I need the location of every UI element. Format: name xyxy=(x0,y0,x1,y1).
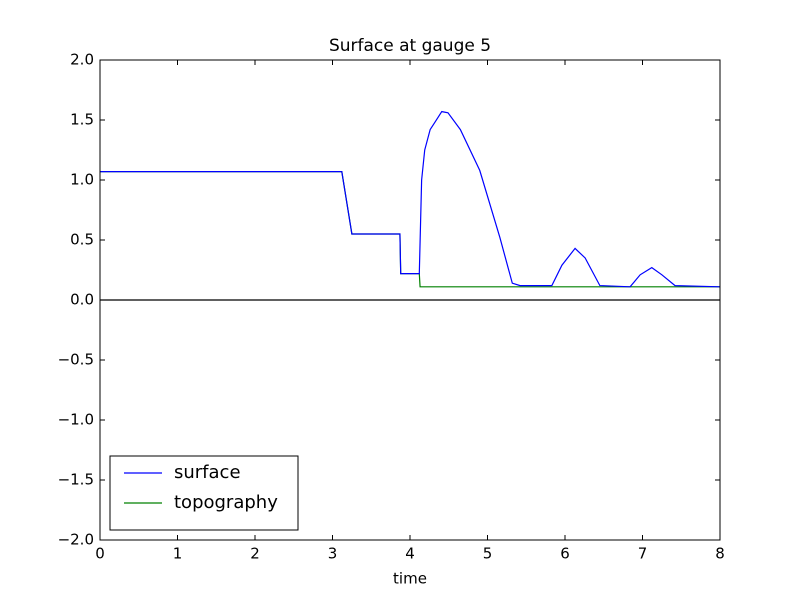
y-tick-label: 0.5 xyxy=(70,231,94,249)
series-line xyxy=(100,110,721,288)
y-tick-label: −0.5 xyxy=(58,351,94,369)
x-tick-label: 2 xyxy=(250,545,260,563)
x-tick-label: 6 xyxy=(560,545,570,563)
legend-label: topography xyxy=(174,492,278,513)
x-tick-label: 0 xyxy=(95,545,105,563)
x-tick-label: 4 xyxy=(405,545,415,563)
y-tick-label: 0.0 xyxy=(70,291,94,309)
y-tick-label: −1.0 xyxy=(58,411,94,429)
legend-label: surface xyxy=(174,462,241,483)
y-tick-label: 1.5 xyxy=(70,111,94,129)
x-tick-label: 3 xyxy=(328,545,338,563)
x-tick-label: 7 xyxy=(638,545,648,563)
y-tick-label: −1.5 xyxy=(58,471,94,489)
chart-title: Surface at gauge 5 xyxy=(329,36,491,56)
y-tick-label: 1.0 xyxy=(70,171,94,189)
legend-box xyxy=(109,455,299,531)
x-tick-label: 5 xyxy=(483,545,493,563)
series-line xyxy=(100,171,720,288)
y-tick-label: −2.0 xyxy=(58,531,94,549)
legend: surface topography xyxy=(109,455,299,531)
x-axis-label: time xyxy=(393,570,427,588)
x-tick-label: 8 xyxy=(715,545,725,563)
x-tick-label: 1 xyxy=(173,545,183,563)
plot-frame xyxy=(99,59,721,541)
y-tick-label: 2.0 xyxy=(70,51,94,69)
